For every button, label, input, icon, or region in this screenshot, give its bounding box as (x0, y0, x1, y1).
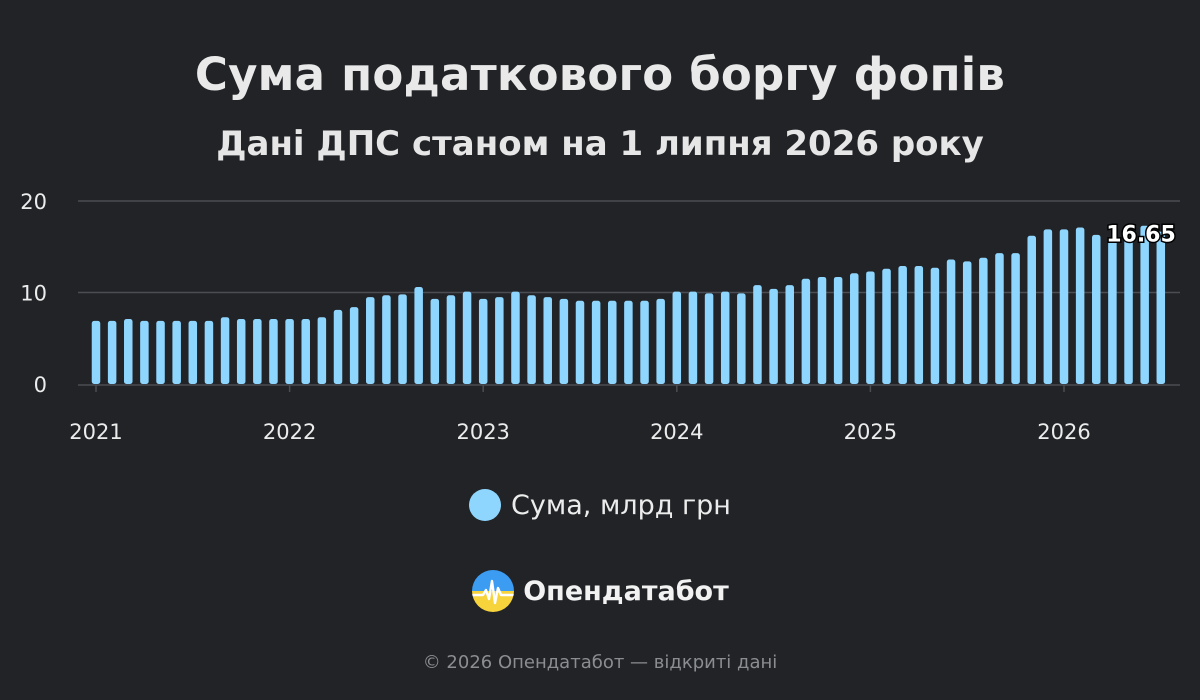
bar (930, 267, 940, 384)
opendatabot-logo-icon (472, 570, 515, 612)
bar (511, 291, 520, 384)
bar (914, 265, 924, 384)
data-label-last: 16.65 (1106, 223, 1176, 248)
bar-chart: 0 10 20 2021 2022 2023 2024 2025 2026 16.65 (20, 190, 1180, 444)
bar (349, 307, 359, 384)
bar (430, 298, 440, 384)
bar (995, 253, 1004, 384)
bar (785, 285, 794, 384)
bar (946, 259, 956, 384)
footer-copyright: © 2026 Опендатабот — відкриті дані (422, 652, 778, 673)
bar (478, 298, 488, 384)
y-tick-label: 0 (34, 373, 47, 397)
bar (301, 319, 310, 384)
bar (737, 293, 746, 384)
bar (882, 268, 891, 384)
bar (236, 319, 246, 384)
bar (285, 319, 294, 384)
x-tick-label: 2026 (1037, 420, 1090, 444)
bar (1140, 225, 1149, 384)
bar (1075, 227, 1085, 384)
bar (1092, 234, 1101, 384)
bar (1011, 253, 1020, 384)
chart-title: Сума податкового боргу фопів (194, 48, 1006, 101)
bar (591, 300, 601, 384)
bar (495, 297, 504, 384)
x-tick-label: 2024 (650, 420, 703, 444)
x-tick-label: 2025 (844, 420, 897, 444)
bar (253, 319, 262, 384)
x-tick-label: 2021 (69, 420, 122, 444)
bar (1027, 235, 1036, 384)
bar (624, 300, 633, 384)
bar (962, 261, 972, 384)
bar (640, 300, 649, 384)
bar (1043, 229, 1053, 384)
bar (398, 294, 407, 384)
x-tick-label: 2022 (263, 420, 316, 444)
bar (462, 291, 472, 384)
bar (769, 288, 778, 384)
bar (801, 278, 811, 384)
legend-label: Сума, млрд грн (511, 489, 731, 521)
bar (833, 276, 843, 384)
bar (688, 291, 698, 384)
bar (414, 287, 423, 384)
bar (866, 271, 875, 384)
bar (366, 297, 375, 384)
bar (656, 298, 665, 384)
bar (1124, 238, 1133, 384)
bar (204, 320, 214, 384)
bar (172, 320, 181, 384)
bar (1108, 238, 1117, 384)
bar (898, 265, 907, 384)
bar (220, 317, 230, 384)
bar (156, 320, 165, 384)
bar (382, 295, 391, 384)
bar (527, 295, 536, 384)
bar (753, 285, 762, 384)
bar (817, 276, 827, 384)
bar (124, 319, 133, 384)
brand: Опендатабот (0, 569, 1200, 613)
bar (269, 319, 278, 384)
bar (140, 320, 149, 384)
x-tick-label: 2023 (456, 420, 509, 444)
bar (720, 291, 730, 384)
bar (575, 300, 585, 384)
bar (446, 295, 456, 384)
chart-subtitle: Дані ДПС станом на 1 липня 2026 року (216, 124, 984, 164)
legend-swatch (469, 489, 502, 521)
legend[interactable]: Сума, млрд грн (0, 489, 1200, 521)
y-tick-label: 10 (20, 282, 47, 306)
bar (979, 257, 988, 384)
brand-name: Опендатабот (523, 575, 729, 607)
bar (1059, 229, 1069, 384)
bar (672, 291, 682, 384)
bar (91, 320, 101, 384)
bar (704, 293, 714, 384)
bar (107, 320, 117, 384)
bar (543, 297, 552, 384)
bar (1156, 231, 1166, 384)
bar (608, 300, 617, 384)
bar (188, 320, 198, 384)
bar (850, 273, 859, 384)
bar (559, 298, 569, 384)
bar (333, 309, 343, 384)
y-tick-label: 20 (20, 190, 47, 214)
bar (317, 317, 327, 384)
